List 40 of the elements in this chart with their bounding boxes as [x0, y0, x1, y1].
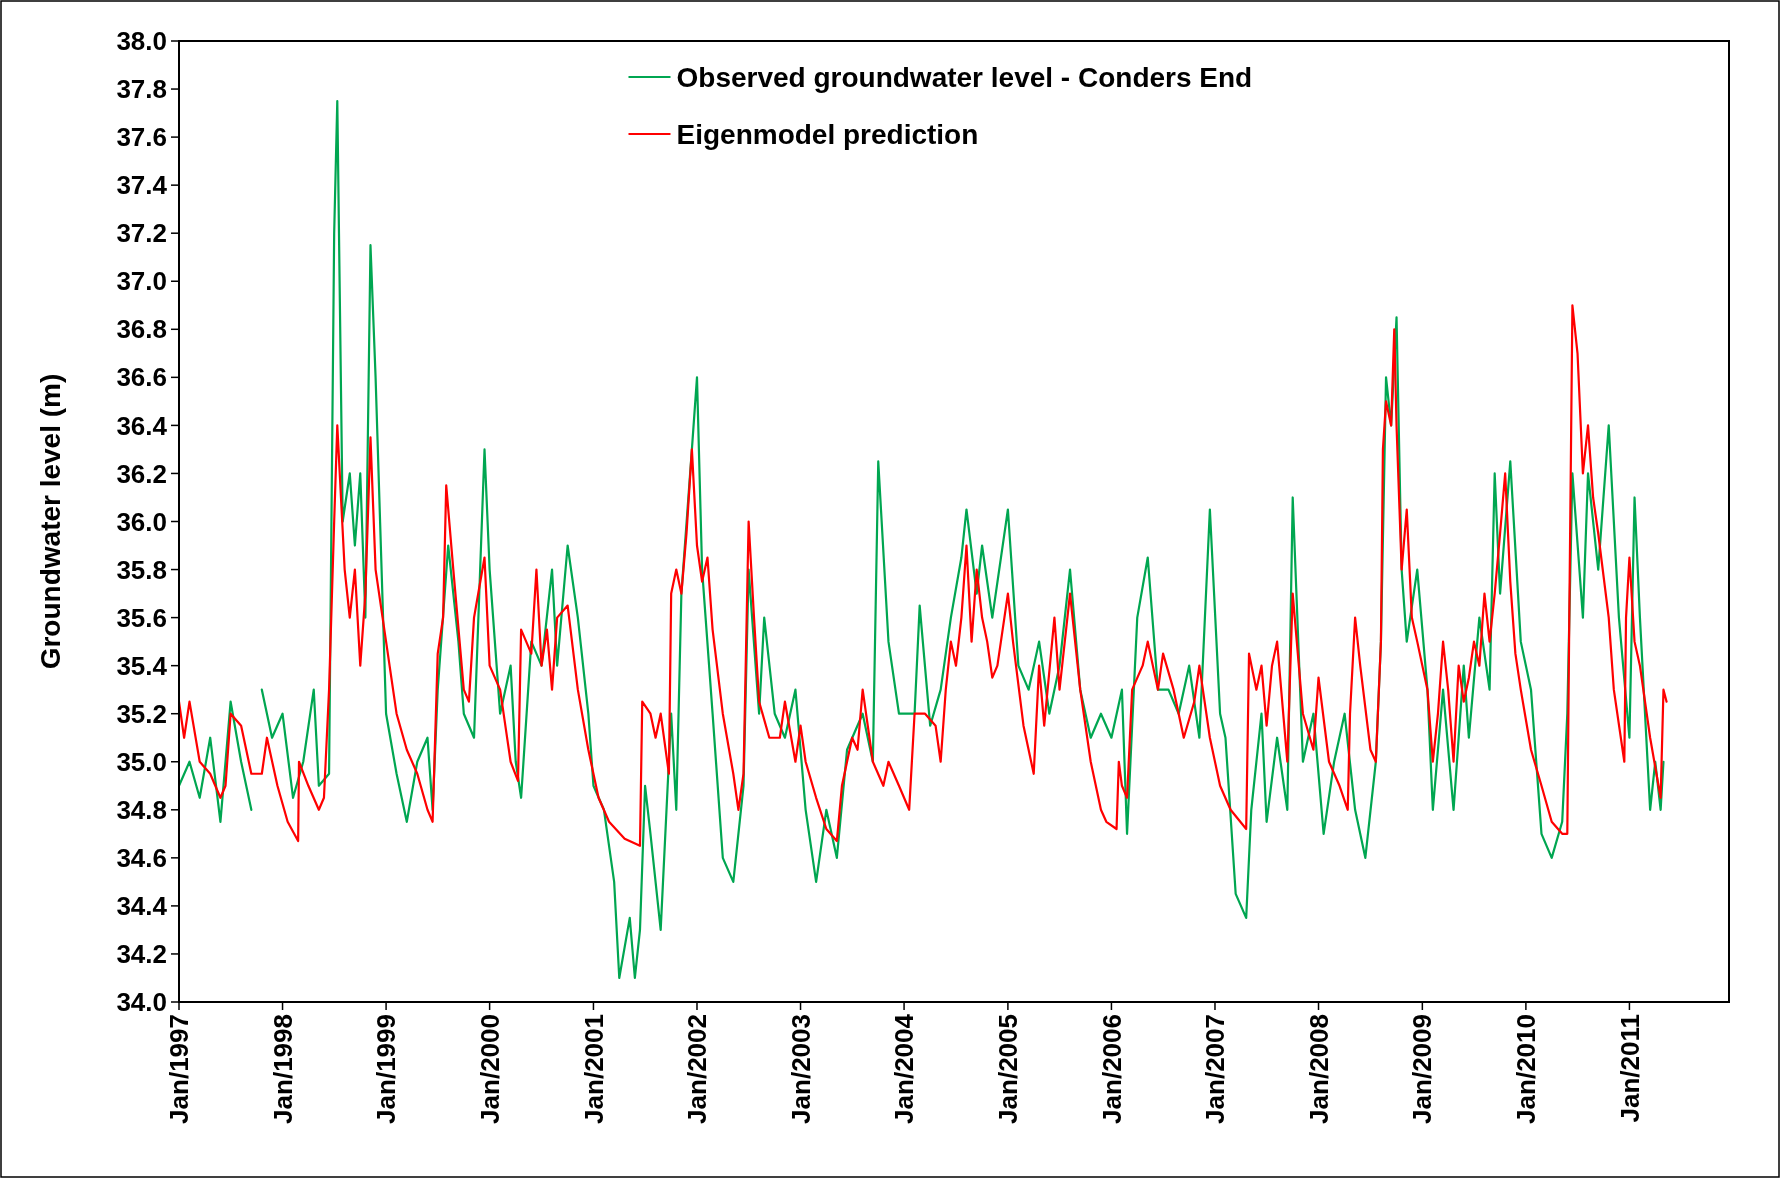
y-tick-label: 36.6 [116, 362, 167, 393]
y-tick-label: 37.0 [116, 266, 167, 297]
y-tick-label: 37.6 [116, 122, 167, 153]
x-tick-label: Jan/1997 [164, 1014, 195, 1124]
x-tick-label: Jan/2003 [785, 1014, 816, 1124]
y-tick-label: 37.8 [116, 74, 167, 105]
y-tick-label: 37.2 [116, 218, 167, 249]
y-tick-label: 37.4 [116, 170, 168, 201]
x-tick-label: Jan/2002 [682, 1014, 713, 1124]
x-tick-label: Jan/2005 [993, 1014, 1023, 1124]
line-series [179, 304, 1668, 847]
legend-label: Eigenmodel prediction [676, 118, 979, 150]
legend-label: Observed groundwater level - Conders End [676, 61, 1253, 93]
y-tick-label: 35.4 [116, 650, 168, 681]
x-tick-label: Jan/1999 [371, 1014, 402, 1124]
x-tick-label: Jan/2004 [889, 1013, 920, 1124]
y-tick-label: 36.8 [116, 314, 167, 345]
x-tick-label: Jan/2007 [1200, 1014, 1231, 1124]
y-tick-label: 35.8 [116, 554, 167, 585]
x-tick-label: Jan/2010 [1510, 1014, 1541, 1124]
x-tick-label: Jan/2001 [578, 1014, 609, 1124]
y-tick-label: 35.6 [116, 602, 167, 633]
y-tick-label: 36.4 [116, 410, 168, 441]
x-tick-label: Jan/1998 [267, 1014, 298, 1124]
y-tick-label: 36.0 [116, 506, 167, 537]
y-tick-label: 38.0 [116, 26, 167, 57]
y-tick-label: 35.2 [116, 698, 167, 729]
x-tick-label: Jan/2008 [1303, 1014, 1334, 1124]
x-tick-label: Jan/2009 [1407, 1014, 1438, 1124]
y-tick-label: 34.0 [116, 987, 167, 1018]
x-tick-label: Jan/2006 [1096, 1014, 1127, 1124]
y-tick-label: 34.4 [116, 891, 168, 921]
x-tick-label: Jan/2011 [1614, 1014, 1645, 1123]
y-tick-label: 34.2 [116, 939, 167, 970]
y-tick-label: 34.6 [116, 842, 167, 873]
y-axis-title: Groundwater level (m) [35, 373, 66, 670]
x-tick-label: Jan/2000 [474, 1014, 505, 1124]
y-tick-label: 35.0 [116, 746, 167, 777]
y-tick-label: 36.2 [116, 458, 167, 489]
y-tick-label: 34.8 [116, 794, 167, 825]
